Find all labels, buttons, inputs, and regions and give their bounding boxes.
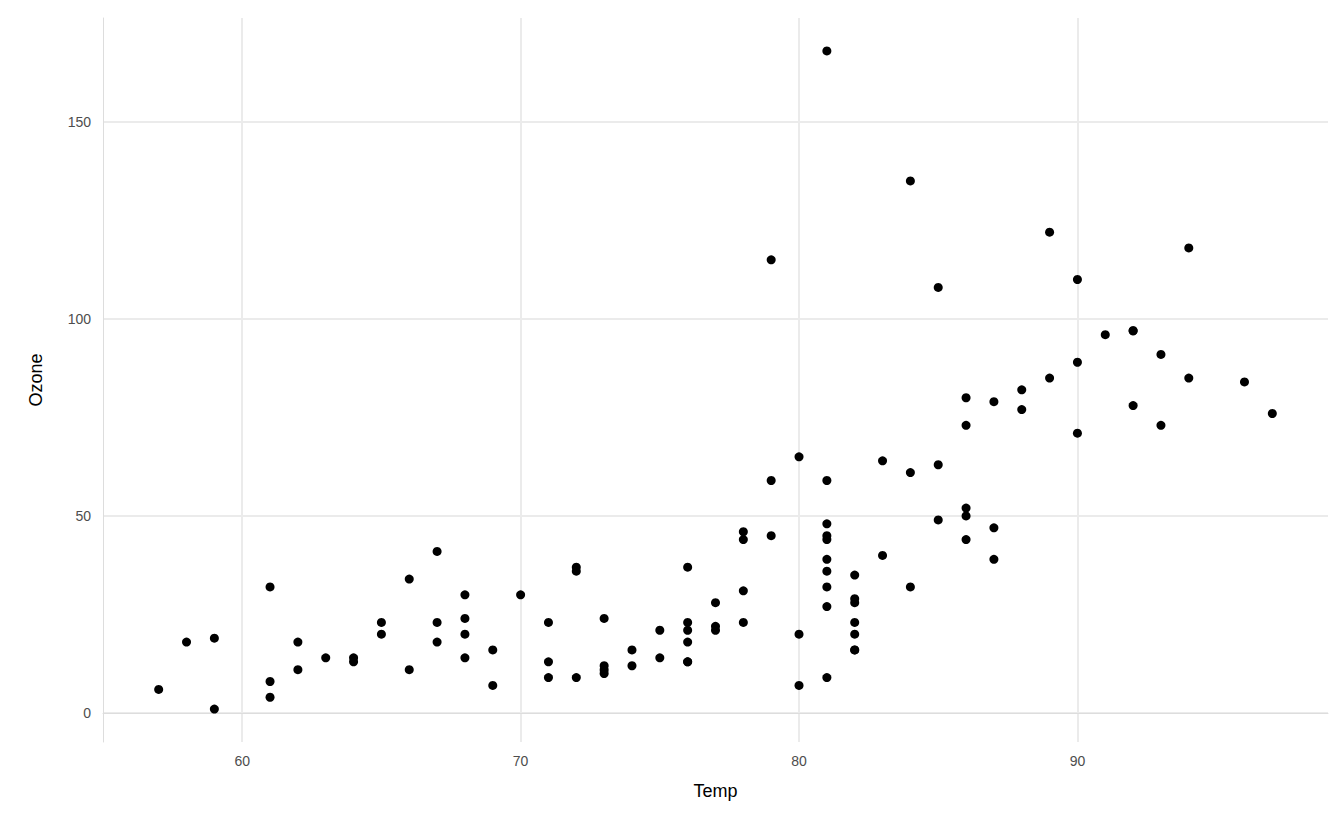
svg-text:60: 60 (234, 753, 250, 769)
svg-text:150: 150 (68, 114, 92, 130)
svg-text:0: 0 (83, 705, 91, 721)
svg-text:Ozone: Ozone (26, 353, 46, 406)
svg-text:100: 100 (68, 311, 92, 327)
svg-text:80: 80 (791, 753, 807, 769)
svg-text:70: 70 (513, 753, 529, 769)
svg-text:90: 90 (1070, 753, 1086, 769)
svg-text:50: 50 (75, 508, 91, 524)
svg-text:Temp: Temp (693, 781, 737, 801)
